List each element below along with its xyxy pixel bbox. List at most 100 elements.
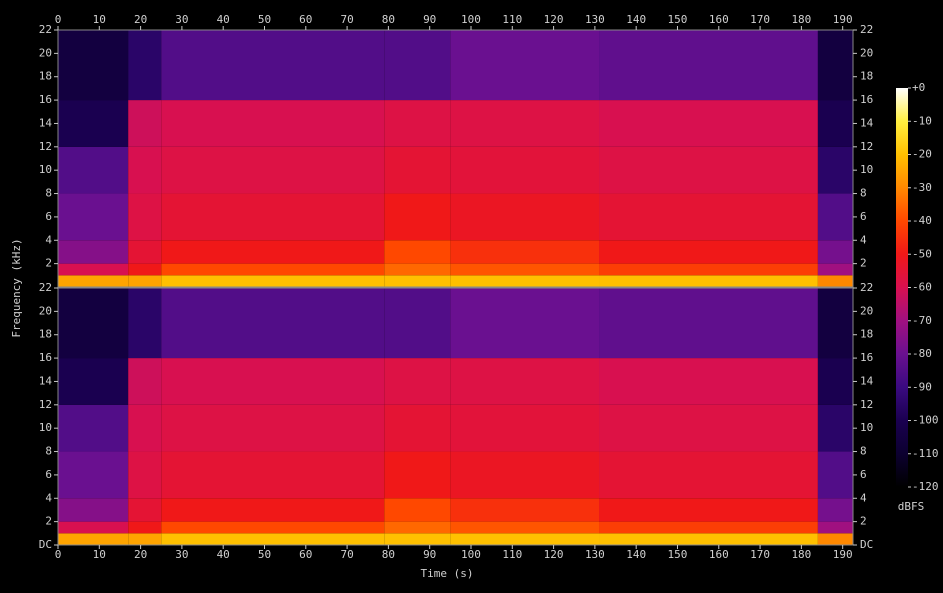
spectrogram-cell [58,100,129,147]
x-tick-label: 50 [258,13,271,26]
y-tick-label: 16 [860,351,873,364]
y-tick-label: 2 [860,257,867,270]
spectrogram-cell [161,358,385,405]
x-tick-label: 170 [750,548,770,561]
spectrogram-cell [450,146,600,194]
x-tick-label: 90 [423,548,436,561]
x-tick-label: 20 [134,548,147,561]
y-tick-label: 14 [39,374,53,387]
spectrogram-cell [817,533,853,545]
spectrogram-cell [128,240,162,264]
y-tick-label: 20 [39,46,52,59]
spectrogram-cell [128,451,162,499]
spectrogram-cell [599,404,818,452]
y-tick-label: 12 [39,140,52,153]
x-tick-label: 170 [750,13,770,26]
x-tick-label: 10 [93,548,106,561]
spectrogram-cell [384,193,451,241]
spectrogram-cell [599,288,818,359]
spectrogram-cell [384,404,451,452]
y-tick-label: 12 [860,140,873,153]
spectrogram-cell [128,358,162,405]
x-tick-label: 70 [340,13,353,26]
x-tick-label: 40 [217,13,230,26]
colorbar-tick-label: -30 [912,181,932,194]
y-tick-label: 2 [45,515,52,528]
spectrogram-cell [817,451,853,499]
x-tick-label: 120 [544,13,564,26]
spectrogram-cell [161,146,385,194]
plot-frame [57,287,854,546]
x-tick-label: 20 [134,13,147,26]
x-tick-label: 150 [668,548,688,561]
y-tick-label: 8 [860,187,867,200]
x-tick-label: 90 [423,13,436,26]
colorbar-tick-label: -60 [912,281,932,294]
colorbar-tick-label: -80 [912,347,932,360]
spectrogram-cell [599,498,818,522]
y-tick-label: 4 [45,491,52,504]
spectrogram-cell [817,404,853,452]
spectrogram-cell [128,100,162,147]
y-tick-label: 8 [860,445,867,458]
spectrogram-cell [450,100,600,147]
y-tick-label: 16 [39,351,52,364]
colorbar-tick-label: -20 [912,148,932,161]
spectrogram-cell [599,521,818,534]
spectrogram-cell [128,30,162,101]
spectrogram-cell [384,275,451,287]
spectrogram-cell [450,193,600,241]
spectrogram-cell [384,240,451,264]
spectrogram-cell [817,193,853,241]
colorbar-tick-label: -90 [912,380,932,393]
spectrogram-cell [450,358,600,405]
spectrogram-cell [128,263,162,276]
x-axis-label: Time (s) [421,567,474,580]
x-tick-label: 50 [258,548,271,561]
spectrogram-cell [450,498,600,522]
x-tick-label: 140 [626,13,646,26]
x-tick-label: 100 [461,548,481,561]
spectrogram-cell [817,30,853,101]
x-tick-label: 70 [340,548,353,561]
x-tick-label: 180 [791,548,811,561]
y-tick-label: 20 [860,46,873,59]
colorbar-label: dBFS [898,500,925,513]
spectrogram-cell [817,521,853,534]
spectrogram-cell [450,275,600,287]
spectrogram-cell [599,146,818,194]
spectrogram-cell [161,193,385,241]
colorbar-tick-label: +0 [912,81,925,94]
spectrogram-cell [58,146,129,194]
x-tick-label: 40 [217,548,230,561]
x-tick-label: 100 [461,13,481,26]
x-tick-label: 110 [502,548,522,561]
spectrogram-cell [58,263,129,276]
colorbar [896,88,908,487]
x-tick-label: 190 [833,548,853,561]
y-tick-label: 20 [860,304,873,317]
y-tick-label: 16 [39,93,52,106]
y-tick-label: 8 [45,187,52,200]
spectrogram-cell [128,533,162,545]
spectrogram-cell [384,451,451,499]
spectrogram-cell [58,451,129,499]
y-tick-label: 14 [860,374,874,387]
x-tick-label: 10 [93,13,106,26]
y-tick-label: 4 [860,491,867,504]
y-tick-label: 6 [45,468,52,481]
spectrogram-cell [450,30,600,101]
spectrogram-cell [817,358,853,405]
spectrogram-cell [58,533,129,545]
x-tick-label: 30 [175,548,188,561]
spectrogram-cell [599,30,818,101]
spectrogram-cell [161,404,385,452]
spectrogram-cell [58,275,129,287]
spectrogram-cell [450,404,600,452]
spectrogram-cell [817,263,853,276]
y-tick-label: 18 [39,328,52,341]
spectrogram-cell [817,275,853,287]
spectrogram-cell [450,263,600,276]
spectrogram-cell [599,275,818,287]
